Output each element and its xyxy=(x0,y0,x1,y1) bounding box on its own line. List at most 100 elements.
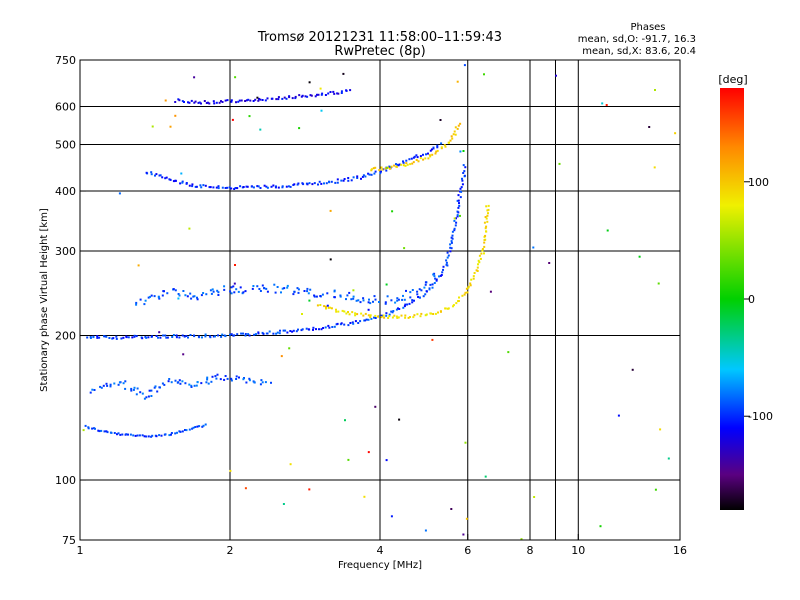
scatter-point xyxy=(184,382,187,385)
scatter-point xyxy=(380,170,382,173)
scatter-point xyxy=(336,178,339,181)
scatter-point xyxy=(124,380,127,383)
scatter-point xyxy=(390,515,393,518)
scatter-point xyxy=(181,430,184,433)
scatter-point xyxy=(400,163,403,166)
scatter-point xyxy=(141,434,144,437)
scatter-point xyxy=(162,334,165,337)
scatter-point xyxy=(181,180,184,183)
phases-o-stats: mean, sd,O: -91.7, 16.3 xyxy=(578,34,696,45)
scatter-point xyxy=(322,327,325,329)
scatter-point xyxy=(295,330,298,333)
scatter-point xyxy=(151,125,154,128)
scatter-point xyxy=(234,76,237,79)
scatter-point xyxy=(200,102,202,105)
scatter-point xyxy=(457,124,460,127)
y-axis-label: Stationary phase Virtual Height [km] xyxy=(39,208,50,392)
scatter-point xyxy=(151,335,153,338)
scatter-point xyxy=(245,185,248,188)
scatter-point xyxy=(233,291,236,294)
scatter-point xyxy=(387,317,390,319)
scatter-point xyxy=(115,337,118,340)
scatter-point xyxy=(374,317,377,319)
scatter-point xyxy=(413,155,416,158)
scatter-point xyxy=(436,144,439,147)
scatter-point xyxy=(319,304,322,306)
scatter-point xyxy=(135,335,138,338)
scatter-point xyxy=(601,102,604,105)
scatter-point xyxy=(178,336,181,339)
scatter-point xyxy=(190,386,193,388)
scatter-point xyxy=(305,182,308,185)
scatter-point xyxy=(174,101,177,103)
scatter-point xyxy=(157,295,160,298)
x-tick-label: 2 xyxy=(227,544,234,557)
scatter-point xyxy=(238,376,240,379)
scatter-point xyxy=(456,199,459,202)
scatter-point xyxy=(253,381,256,384)
scatter-point xyxy=(91,427,94,430)
scatter-point xyxy=(293,183,296,186)
scatter-point xyxy=(198,425,201,428)
scatter-point xyxy=(487,208,490,211)
scatter-point xyxy=(507,351,510,354)
scatter-point xyxy=(385,459,388,462)
scatter-point xyxy=(172,288,175,291)
colorbar-label: [deg] xyxy=(718,73,747,86)
scatter-point xyxy=(469,282,472,285)
scatter-point xyxy=(139,391,142,394)
scatter-point xyxy=(445,263,448,266)
scatter-point xyxy=(489,290,492,293)
scatter-point xyxy=(384,301,387,304)
y-tick-label: 100 xyxy=(55,474,76,487)
scatter-point xyxy=(242,378,245,381)
scatter-point xyxy=(170,433,172,436)
scatter-point xyxy=(389,167,391,170)
scatter-point xyxy=(161,294,164,297)
scatter-point xyxy=(163,383,166,386)
x-tick-label: 16 xyxy=(673,544,687,557)
scatter-point xyxy=(356,175,359,178)
scatter-point xyxy=(270,381,272,384)
scatter-point xyxy=(391,311,394,314)
scatter-point xyxy=(324,94,327,96)
scatter-point xyxy=(351,311,354,314)
scatter-point xyxy=(425,153,427,156)
scatter-point xyxy=(419,157,422,160)
scatter-point xyxy=(478,261,481,264)
scatter-point xyxy=(443,144,446,147)
scatter-point xyxy=(364,312,367,315)
scatter-point xyxy=(409,163,412,166)
scatter-point xyxy=(118,381,121,384)
scatter-point xyxy=(230,333,233,336)
scatter-point xyxy=(431,283,434,286)
scatter-point xyxy=(419,315,422,318)
y-tick-label: 600 xyxy=(55,101,76,114)
phases-x-stats: mean, sd,X: 83.6, 20.4 xyxy=(582,46,696,57)
scatter-point xyxy=(196,381,199,384)
scatter-point xyxy=(367,314,370,317)
scatter-point xyxy=(335,308,337,311)
scatter-point xyxy=(240,99,243,102)
scatter-point xyxy=(252,285,255,287)
scatter-point xyxy=(398,418,401,421)
scatter-point xyxy=(442,268,444,271)
scatter-point xyxy=(280,355,283,358)
scatter-point xyxy=(281,287,284,290)
scatter-point xyxy=(181,100,184,103)
y-tick-label: 300 xyxy=(55,245,76,258)
scatter-point xyxy=(327,92,330,95)
scatter-point xyxy=(374,405,377,408)
scatter-point xyxy=(463,170,466,173)
scatter-point xyxy=(136,434,139,437)
scatter-point xyxy=(367,318,370,321)
scatter-point xyxy=(288,96,291,99)
chart-title: Tromsø 20121231 11:58:00–11:59:43 xyxy=(257,30,502,45)
scatter-point xyxy=(188,383,191,386)
scatter-point xyxy=(364,175,367,178)
scatter-point xyxy=(108,337,111,339)
scatter-point xyxy=(285,185,288,188)
scatter-point xyxy=(424,281,427,284)
scatter-point xyxy=(405,162,408,165)
scatter-point xyxy=(143,435,146,438)
